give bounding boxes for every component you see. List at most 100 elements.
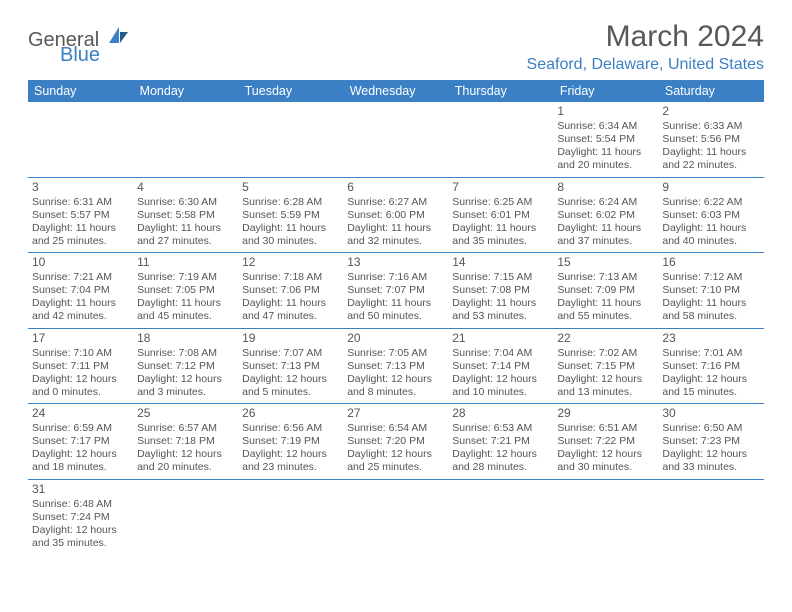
- calendar-cell: 15Sunrise: 7:13 AMSunset: 7:09 PMDayligh…: [553, 253, 658, 329]
- day-detail: and 3 minutes.: [137, 386, 234, 399]
- day-number: 10: [32, 255, 129, 270]
- day-detail: Sunrise: 7:21 AM: [32, 271, 129, 284]
- calendar-cell: 22Sunrise: 7:02 AMSunset: 7:15 PMDayligh…: [553, 328, 658, 404]
- calendar-cell: 9Sunrise: 6:22 AMSunset: 6:03 PMDaylight…: [658, 177, 763, 253]
- day-detail: Sunset: 7:17 PM: [32, 435, 129, 448]
- calendar-cell: 8Sunrise: 6:24 AMSunset: 6:02 PMDaylight…: [553, 177, 658, 253]
- day-detail: Sunset: 7:21 PM: [452, 435, 549, 448]
- day-detail: Sunset: 6:03 PM: [662, 209, 759, 222]
- day-number: 2: [662, 104, 759, 119]
- day-detail: Sunrise: 6:25 AM: [452, 196, 549, 209]
- day-number: 1: [557, 104, 654, 119]
- day-detail: Sunset: 5:56 PM: [662, 133, 759, 146]
- calendar-cell: 30Sunrise: 6:50 AMSunset: 7:23 PMDayligh…: [658, 404, 763, 480]
- calendar-cell: 27Sunrise: 6:54 AMSunset: 7:20 PMDayligh…: [343, 404, 448, 480]
- day-detail: and 23 minutes.: [242, 461, 339, 474]
- day-number: 28: [452, 406, 549, 421]
- month-title: March 2024: [527, 20, 764, 54]
- calendar-cell: 10Sunrise: 7:21 AMSunset: 7:04 PMDayligh…: [28, 253, 133, 329]
- calendar-cell: 29Sunrise: 6:51 AMSunset: 7:22 PMDayligh…: [553, 404, 658, 480]
- day-number: 30: [662, 406, 759, 421]
- day-detail: Sunrise: 7:04 AM: [452, 347, 549, 360]
- day-detail: Daylight: 11 hours: [557, 297, 654, 310]
- calendar-cell: 13Sunrise: 7:16 AMSunset: 7:07 PMDayligh…: [343, 253, 448, 329]
- day-detail: Sunrise: 6:34 AM: [557, 120, 654, 133]
- day-detail: Sunset: 7:09 PM: [557, 284, 654, 297]
- day-detail: Daylight: 12 hours: [662, 448, 759, 461]
- day-detail: Daylight: 12 hours: [242, 448, 339, 461]
- day-detail: and 47 minutes.: [242, 310, 339, 323]
- day-detail: and 30 minutes.: [242, 235, 339, 248]
- day-number: 4: [137, 180, 234, 195]
- day-detail: and 35 minutes.: [452, 235, 549, 248]
- day-detail: Sunset: 7:13 PM: [242, 360, 339, 373]
- day-detail: and 10 minutes.: [452, 386, 549, 399]
- day-detail: Sunset: 7:16 PM: [662, 360, 759, 373]
- calendar-cell: [133, 479, 238, 554]
- day-detail: Sunset: 7:12 PM: [137, 360, 234, 373]
- day-detail: Daylight: 12 hours: [137, 448, 234, 461]
- day-detail: Daylight: 11 hours: [557, 146, 654, 159]
- day-detail: Sunrise: 7:12 AM: [662, 271, 759, 284]
- day-detail: Sunrise: 7:15 AM: [452, 271, 549, 284]
- day-detail: and 13 minutes.: [557, 386, 654, 399]
- day-detail: Daylight: 12 hours: [347, 373, 444, 386]
- day-detail: Daylight: 12 hours: [452, 373, 549, 386]
- calendar-cell: 26Sunrise: 6:56 AMSunset: 7:19 PMDayligh…: [238, 404, 343, 480]
- day-detail: Sunrise: 7:16 AM: [347, 271, 444, 284]
- day-detail: Daylight: 11 hours: [662, 297, 759, 310]
- day-detail: Daylight: 11 hours: [242, 222, 339, 235]
- sail-icon: [108, 26, 130, 44]
- day-detail: Daylight: 12 hours: [557, 448, 654, 461]
- day-number: 31: [32, 482, 129, 497]
- day-detail: Daylight: 12 hours: [32, 448, 129, 461]
- day-number: 12: [242, 255, 339, 270]
- calendar-cell: [238, 479, 343, 554]
- day-number: 13: [347, 255, 444, 270]
- day-detail: and 0 minutes.: [32, 386, 129, 399]
- day-number: 21: [452, 331, 549, 346]
- day-detail: Sunset: 7:15 PM: [557, 360, 654, 373]
- day-detail: Daylight: 11 hours: [32, 297, 129, 310]
- day-detail: Sunset: 6:00 PM: [347, 209, 444, 222]
- calendar-cell: [343, 102, 448, 177]
- calendar-cell: 6Sunrise: 6:27 AMSunset: 6:00 PMDaylight…: [343, 177, 448, 253]
- calendar-cell: 24Sunrise: 6:59 AMSunset: 7:17 PMDayligh…: [28, 404, 133, 480]
- day-detail: and 25 minutes.: [32, 235, 129, 248]
- calendar-cell: 4Sunrise: 6:30 AMSunset: 5:58 PMDaylight…: [133, 177, 238, 253]
- day-detail: and 8 minutes.: [347, 386, 444, 399]
- day-detail: Daylight: 12 hours: [137, 373, 234, 386]
- day-number: 6: [347, 180, 444, 195]
- day-detail: Daylight: 11 hours: [347, 297, 444, 310]
- day-number: 9: [662, 180, 759, 195]
- day-detail: Daylight: 11 hours: [662, 146, 759, 159]
- day-number: 3: [32, 180, 129, 195]
- day-detail: Sunset: 7:22 PM: [557, 435, 654, 448]
- day-detail: Sunrise: 6:28 AM: [242, 196, 339, 209]
- day-number: 5: [242, 180, 339, 195]
- day-detail: Daylight: 11 hours: [347, 222, 444, 235]
- day-detail: Sunrise: 7:05 AM: [347, 347, 444, 360]
- day-detail: Daylight: 12 hours: [452, 448, 549, 461]
- day-detail: and 37 minutes.: [557, 235, 654, 248]
- day-detail: Sunset: 7:13 PM: [347, 360, 444, 373]
- day-detail: and 33 minutes.: [662, 461, 759, 474]
- day-detail: Daylight: 11 hours: [32, 222, 129, 235]
- day-detail: Sunset: 7:19 PM: [242, 435, 339, 448]
- day-detail: Daylight: 12 hours: [242, 373, 339, 386]
- day-detail: Daylight: 11 hours: [137, 297, 234, 310]
- calendar-cell: 2Sunrise: 6:33 AMSunset: 5:56 PMDaylight…: [658, 102, 763, 177]
- day-detail: Sunrise: 6:57 AM: [137, 422, 234, 435]
- day-detail: Sunset: 7:10 PM: [662, 284, 759, 297]
- day-number: 8: [557, 180, 654, 195]
- day-detail: Sunrise: 6:56 AM: [242, 422, 339, 435]
- day-detail: and 20 minutes.: [557, 159, 654, 172]
- day-number: 22: [557, 331, 654, 346]
- day-detail: Sunrise: 6:33 AM: [662, 120, 759, 133]
- day-detail: and 58 minutes.: [662, 310, 759, 323]
- day-detail: Sunrise: 6:54 AM: [347, 422, 444, 435]
- calendar-cell: 12Sunrise: 7:18 AMSunset: 7:06 PMDayligh…: [238, 253, 343, 329]
- calendar-cell: 18Sunrise: 7:08 AMSunset: 7:12 PMDayligh…: [133, 328, 238, 404]
- day-detail: Daylight: 12 hours: [32, 373, 129, 386]
- day-detail: and 18 minutes.: [32, 461, 129, 474]
